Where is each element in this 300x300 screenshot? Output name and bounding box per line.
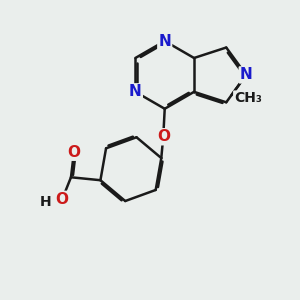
Text: N: N [158,34,171,49]
Text: N: N [129,84,142,99]
Text: N: N [240,68,253,82]
Text: O: O [68,145,80,160]
Text: O: O [56,192,69,207]
Text: O: O [157,129,170,144]
Text: H: H [40,195,52,209]
Text: CH₃: CH₃ [234,91,262,105]
